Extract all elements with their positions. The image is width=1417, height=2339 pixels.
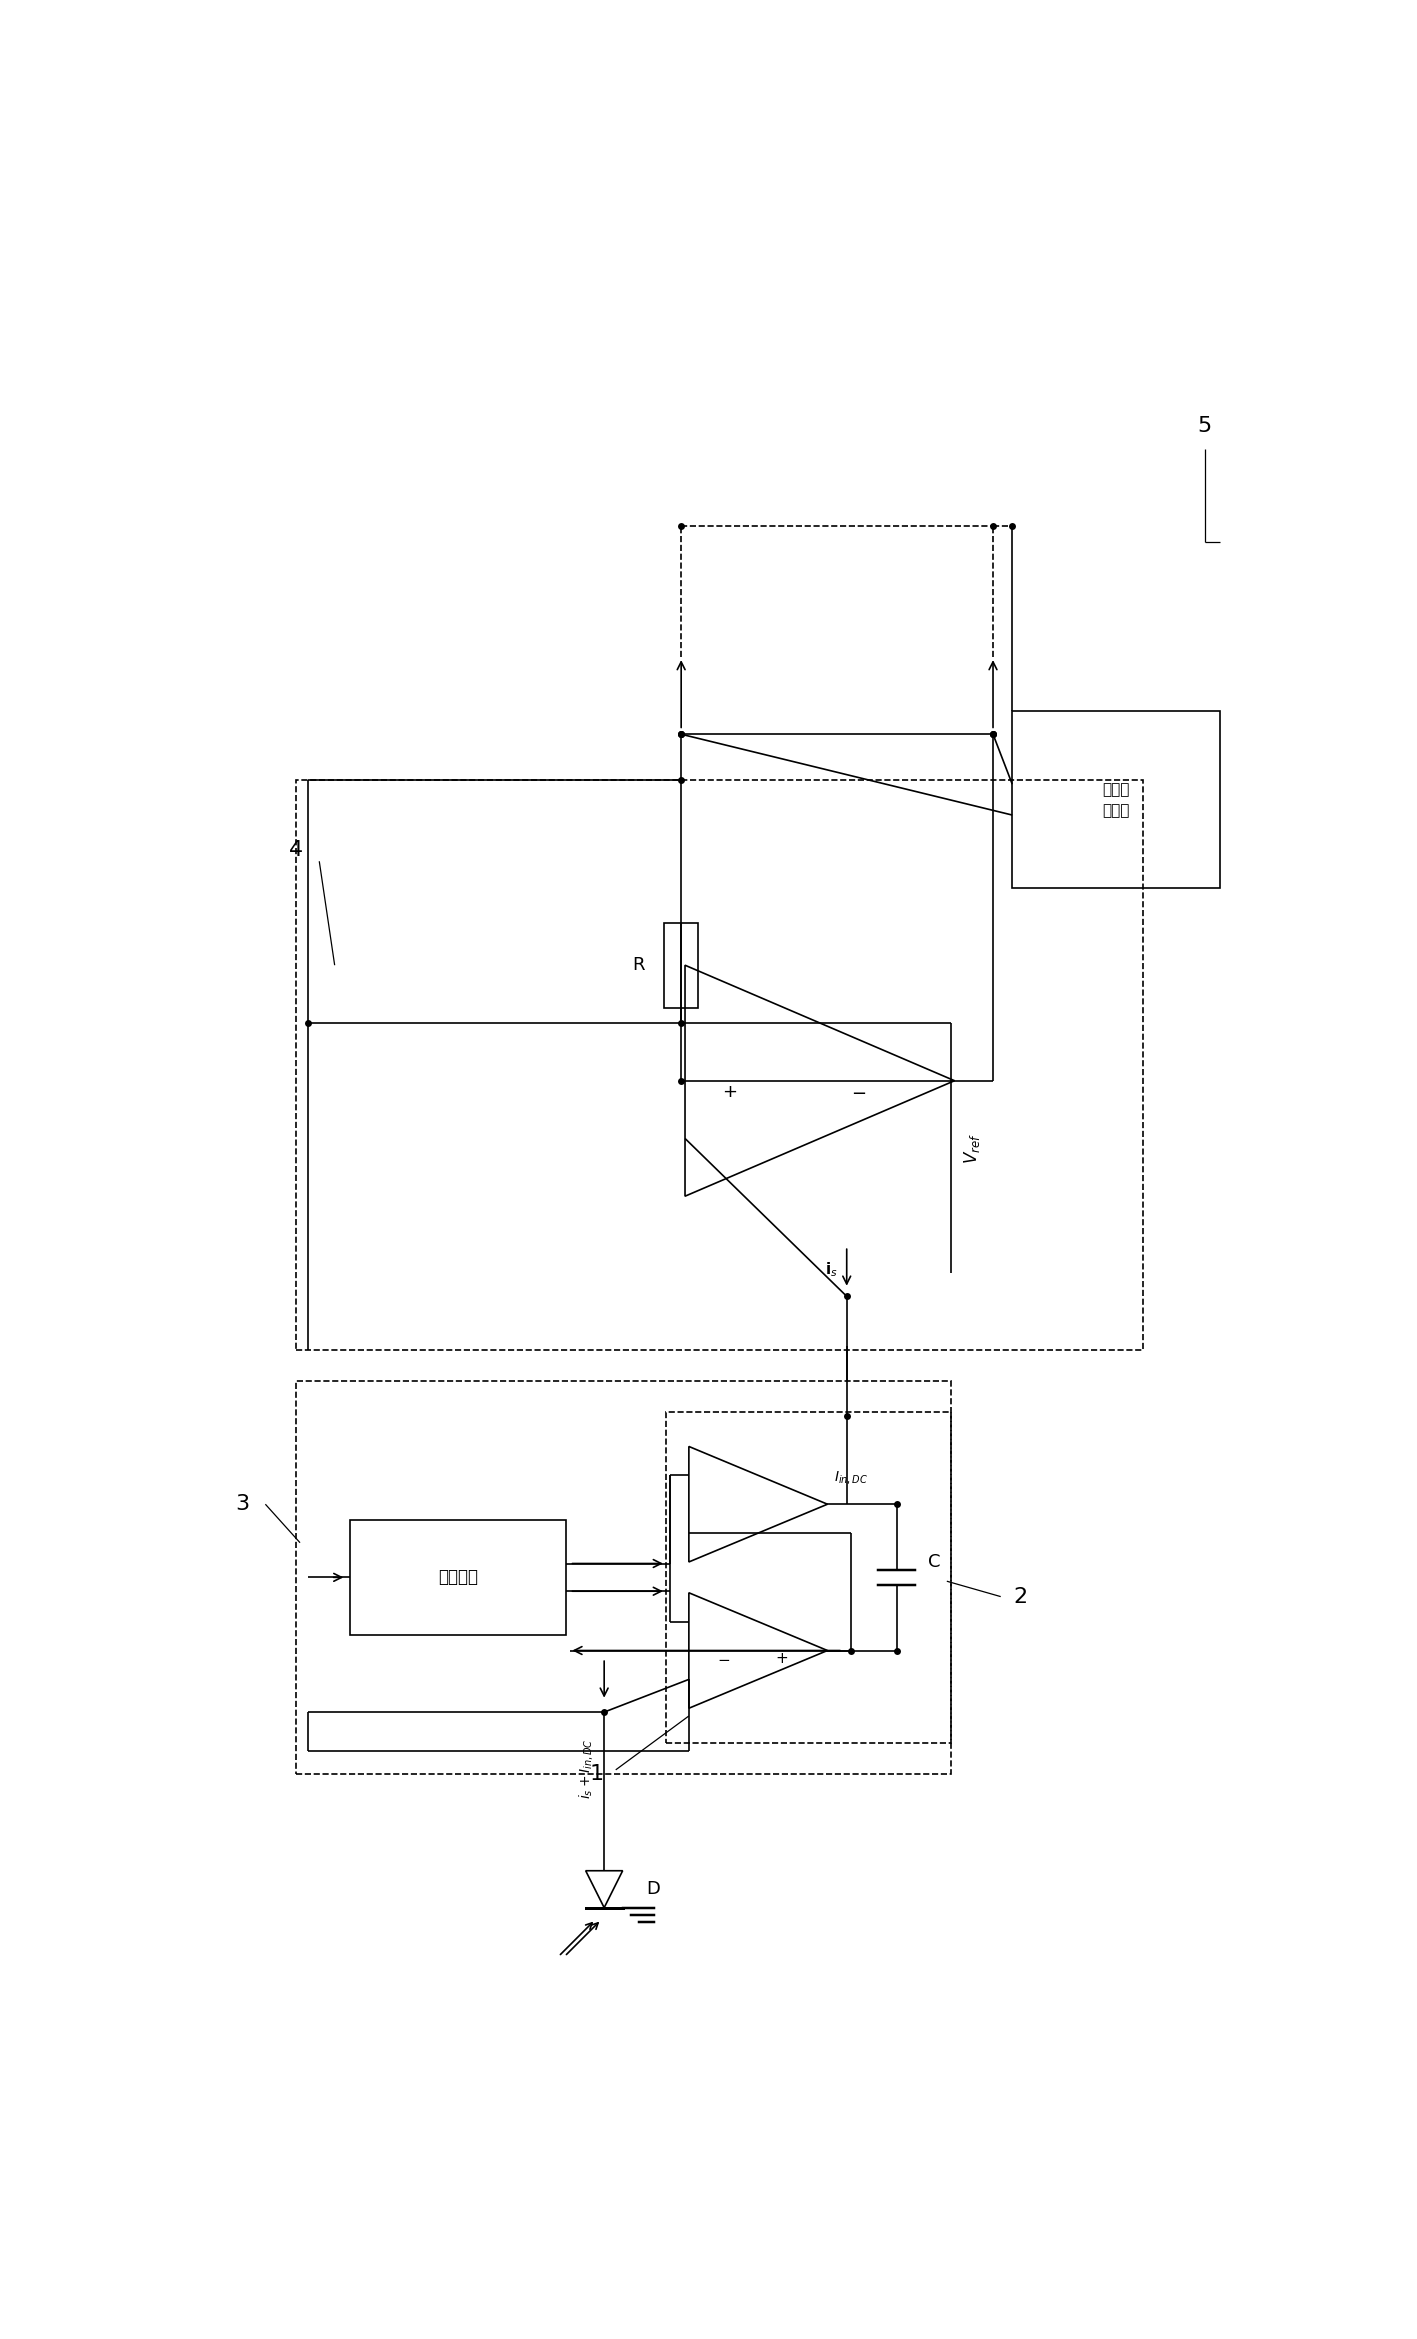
Text: C: C [928, 1553, 939, 1572]
Text: $+$: $+$ [723, 1083, 737, 1102]
Text: $-$: $-$ [717, 1651, 730, 1665]
Text: 1: 1 [589, 1764, 604, 1785]
Text: 3: 3 [235, 1495, 249, 1513]
Text: D: D [646, 1881, 660, 1899]
Text: R: R [632, 957, 645, 975]
Text: $\mathbf{i}_s$: $\mathbf{i}_s$ [825, 1261, 837, 1279]
Text: 4: 4 [289, 840, 303, 861]
Text: 共模反
馈电路: 共模反 馈电路 [1102, 781, 1129, 819]
Text: $V_{ref}$: $V_{ref}$ [962, 1132, 982, 1162]
Text: $I_{in,DC}$: $I_{in,DC}$ [833, 1469, 867, 1485]
Text: $+$: $+$ [775, 1651, 788, 1665]
Text: $i_s + I_{in,DC}$: $i_s + I_{in,DC}$ [577, 1738, 595, 1799]
Text: $-$: $-$ [850, 1083, 866, 1102]
Text: 2: 2 [1013, 1586, 1027, 1607]
Text: 5: 5 [1197, 416, 1212, 435]
Text: 补偿电路: 补偿电路 [438, 1569, 478, 1586]
